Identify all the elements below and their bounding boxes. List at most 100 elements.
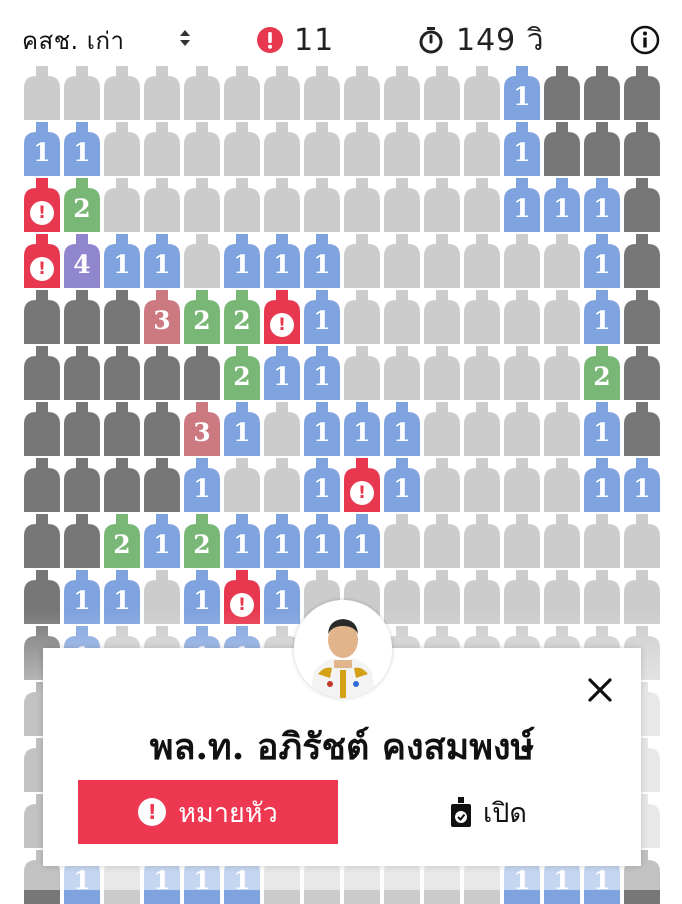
hidden-cell[interactable] (544, 458, 584, 512)
hidden-cell[interactable] (264, 66, 304, 120)
hidden-cell[interactable] (504, 346, 544, 400)
hidden-cell[interactable] (24, 66, 64, 120)
hidden-cell[interactable] (224, 458, 264, 512)
hidden-cell[interactable] (584, 514, 624, 568)
cell-number: 2 (233, 362, 251, 391)
hidden-cell[interactable] (464, 402, 504, 456)
cell-number: 1 (193, 586, 211, 615)
hidden-cell[interactable] (344, 346, 384, 400)
info-icon[interactable] (629, 24, 661, 56)
hidden-cell[interactable] (544, 234, 584, 288)
hidden-cell[interactable] (464, 66, 504, 120)
hidden-cell[interactable] (264, 458, 304, 512)
mine-cell[interactable]: ! (344, 458, 384, 512)
hidden-cell[interactable] (384, 346, 424, 400)
hidden-cell[interactable] (344, 178, 384, 232)
hidden-cell[interactable] (384, 234, 424, 288)
hidden-cell[interactable] (104, 178, 144, 232)
hidden-cell[interactable] (224, 178, 264, 232)
hidden-cell[interactable] (344, 122, 384, 176)
hidden-cell[interactable] (504, 402, 544, 456)
hidden-cell[interactable] (144, 178, 184, 232)
cell-number: 1 (153, 250, 171, 279)
hidden-cell[interactable] (264, 178, 304, 232)
mine-cell[interactable]: ! (24, 178, 64, 232)
hidden-cell[interactable] (184, 122, 224, 176)
revealed-cell (24, 290, 64, 344)
hidden-cell[interactable] (104, 66, 144, 120)
hidden-cell[interactable] (304, 178, 344, 232)
hidden-cell[interactable] (384, 514, 424, 568)
hidden-cell[interactable] (464, 122, 504, 176)
revealed-cell (544, 122, 584, 176)
hidden-cell[interactable] (304, 122, 344, 176)
hidden-cell[interactable] (464, 514, 504, 568)
hidden-cell[interactable] (344, 290, 384, 344)
number-cell-1: 1 (304, 458, 344, 512)
party-select[interactable]: คสช. เก่า (22, 20, 202, 60)
hidden-cell[interactable] (464, 234, 504, 288)
hidden-cell[interactable] (544, 402, 584, 456)
revealed-cell (144, 346, 184, 400)
hidden-cell[interactable] (544, 346, 584, 400)
hidden-cell[interactable] (624, 514, 664, 568)
revealed-cell (104, 290, 144, 344)
cell-number: 2 (73, 194, 91, 223)
hidden-cell[interactable] (384, 66, 424, 120)
hidden-cell[interactable] (344, 234, 384, 288)
close-icon[interactable] (584, 674, 616, 706)
hidden-cell[interactable] (424, 122, 464, 176)
hidden-cell[interactable] (384, 290, 424, 344)
open-button-label: เปิด (483, 797, 527, 829)
hidden-cell[interactable] (104, 122, 144, 176)
number-cell-1: 1 (384, 458, 424, 512)
hidden-cell[interactable] (424, 290, 464, 344)
hidden-cell[interactable] (144, 66, 184, 120)
hidden-cell[interactable] (264, 122, 304, 176)
open-button[interactable]: เปิด (398, 780, 578, 844)
revealed-cell (64, 290, 104, 344)
candidate-avatar (294, 600, 392, 698)
mark-button[interactable]: ! หมายหัว (78, 780, 338, 844)
hidden-cell[interactable] (224, 122, 264, 176)
number-cell-1: 1 (544, 178, 584, 232)
hidden-cell[interactable] (144, 122, 184, 176)
hidden-cell[interactable] (424, 234, 464, 288)
hidden-cell[interactable] (504, 458, 544, 512)
hidden-cell[interactable] (224, 66, 264, 120)
hidden-cell[interactable] (64, 66, 104, 120)
hidden-cell[interactable] (424, 66, 464, 120)
hidden-cell[interactable] (384, 122, 424, 176)
number-cell-1: 1 (584, 178, 624, 232)
hidden-cell[interactable] (464, 346, 504, 400)
hidden-cell[interactable] (424, 514, 464, 568)
hidden-cell[interactable] (504, 234, 544, 288)
mine-cell[interactable]: ! (264, 290, 304, 344)
hidden-cell[interactable] (264, 402, 304, 456)
hidden-cell[interactable] (184, 178, 224, 232)
hidden-cell[interactable] (424, 458, 464, 512)
cell-number: 1 (633, 474, 651, 503)
mine-cell[interactable]: ! (24, 234, 64, 288)
revealed-cell (624, 346, 664, 400)
flag-count-value: 11 (294, 22, 335, 58)
cell-number: 1 (233, 418, 251, 447)
number-cell-1: 1 (624, 458, 664, 512)
hidden-cell[interactable] (504, 514, 544, 568)
hidden-cell[interactable] (424, 402, 464, 456)
number-cell-1: 1 (264, 514, 304, 568)
hidden-cell[interactable] (344, 66, 384, 120)
hidden-cell[interactable] (464, 458, 504, 512)
hidden-cell[interactable] (544, 290, 584, 344)
hidden-cell[interactable] (464, 290, 504, 344)
hidden-cell[interactable] (424, 178, 464, 232)
hidden-cell[interactable] (304, 66, 344, 120)
hidden-cell[interactable] (184, 234, 224, 288)
hidden-cell[interactable] (184, 66, 224, 120)
hidden-cell[interactable] (464, 178, 504, 232)
revealed-cell (64, 458, 104, 512)
hidden-cell[interactable] (504, 290, 544, 344)
hidden-cell[interactable] (424, 346, 464, 400)
hidden-cell[interactable] (544, 514, 584, 568)
hidden-cell[interactable] (384, 178, 424, 232)
